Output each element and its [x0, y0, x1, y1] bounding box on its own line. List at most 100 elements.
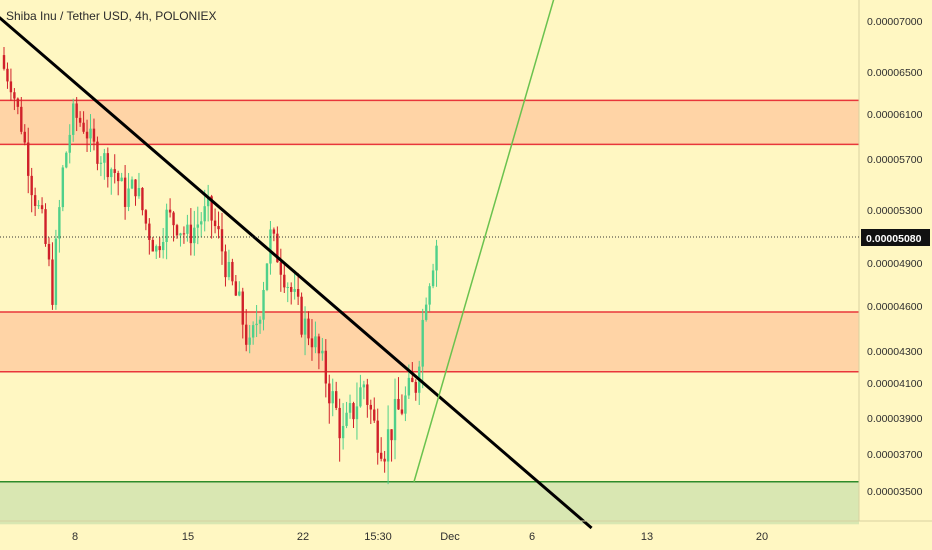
candle — [175, 223, 179, 239]
candle — [27, 127, 30, 194]
resistance-zone-0 — [0, 100, 859, 145]
candle — [418, 360, 421, 405]
candle — [362, 380, 366, 400]
candle — [421, 308, 424, 389]
candle — [44, 203, 47, 247]
candle — [186, 214, 189, 242]
candle — [314, 321, 317, 354]
candle — [227, 249, 231, 281]
candle — [89, 114, 92, 152]
candle — [435, 239, 438, 287]
candle — [317, 333, 321, 370]
candle — [386, 405, 390, 485]
candle — [338, 398, 341, 462]
candle — [265, 263, 269, 292]
candle — [116, 170, 120, 196]
candle — [352, 401, 355, 429]
candle — [376, 408, 379, 465]
x-tick-label: 8 — [72, 531, 78, 543]
candle — [72, 98, 75, 142]
candle — [224, 244, 227, 287]
candle — [203, 189, 206, 232]
x-tick-label: 13 — [641, 531, 653, 543]
candle — [127, 172, 130, 212]
candle — [321, 337, 324, 361]
support-zone-2 — [0, 481, 859, 525]
y-tick-label: 0.00005700 — [867, 154, 923, 166]
candle — [151, 236, 154, 252]
candles-layer — [2, 47, 438, 485]
candle — [99, 156, 103, 177]
candle — [141, 187, 144, 216]
x-tick-label: 15:30 — [364, 531, 392, 543]
candle — [220, 212, 224, 265]
candle — [373, 397, 376, 423]
candle — [172, 211, 175, 242]
candle — [6, 62, 9, 89]
candle — [290, 282, 293, 305]
candle — [54, 229, 58, 310]
y-tick-label: 0.00003500 — [867, 486, 923, 498]
candle — [341, 403, 345, 450]
candle — [331, 378, 334, 417]
candle — [120, 172, 123, 182]
x-tick-label: 22 — [297, 531, 309, 543]
current-price-label: 0.00005080 — [866, 233, 922, 245]
candle — [206, 184, 210, 222]
candle — [92, 118, 96, 151]
candle — [40, 197, 44, 214]
candle — [296, 272, 300, 305]
y-tick-label: 0.00003900 — [867, 413, 923, 425]
candle — [148, 218, 151, 255]
candle — [379, 437, 383, 462]
candle — [231, 258, 234, 286]
ascending-support-line[interactable] — [413, 0, 559, 482]
candle — [130, 176, 134, 190]
candle — [51, 242, 54, 310]
candle — [238, 281, 241, 297]
y-tick-label: 0.00004100 — [867, 378, 923, 390]
candle — [272, 227, 276, 242]
candle — [366, 378, 369, 418]
candle — [103, 148, 106, 180]
y-tick-label: 0.00007000 — [867, 16, 923, 28]
candle — [345, 401, 348, 429]
candle — [310, 319, 314, 361]
candle — [113, 154, 116, 184]
candle — [158, 237, 161, 258]
candle — [251, 321, 255, 345]
candle — [2, 47, 6, 71]
candle — [20, 96, 23, 135]
candle — [75, 97, 78, 132]
lines-layer — [0, 0, 593, 530]
y-axis: 0.00007000 0.00006500 0.00006100 0.00005700… — [858, 0, 923, 521]
x-axis: 8 15 22 15:30 Dec 6 13 20 — [0, 520, 932, 543]
y-tick-label: 0.00003700 — [867, 449, 923, 461]
candle — [393, 378, 397, 460]
candle — [85, 119, 89, 152]
y-tick-label: 0.00004300 — [867, 346, 923, 358]
x-tick-label: 20 — [756, 531, 768, 543]
candle — [303, 306, 307, 356]
candle — [328, 374, 331, 424]
descending-trendline[interactable] — [0, 0, 593, 530]
candle — [134, 179, 137, 206]
candle — [58, 199, 61, 253]
candle — [245, 309, 248, 352]
candle — [155, 244, 158, 259]
candle — [397, 377, 400, 410]
x-tick-label: 6 — [529, 531, 535, 543]
candle — [307, 311, 310, 346]
candle — [404, 386, 407, 422]
candle — [279, 248, 283, 292]
x-tick-label: Dec — [440, 531, 460, 543]
candle — [82, 111, 85, 134]
candle — [168, 198, 172, 218]
candle — [196, 206, 199, 245]
candle — [241, 287, 244, 339]
candle — [189, 208, 193, 256]
candle — [248, 324, 251, 354]
candle — [200, 212, 203, 238]
